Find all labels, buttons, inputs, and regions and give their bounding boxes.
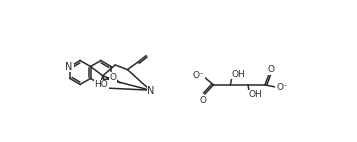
Text: OH: OH bbox=[232, 70, 246, 79]
Text: O: O bbox=[200, 96, 207, 105]
Text: O: O bbox=[110, 73, 117, 82]
Text: O⁻: O⁻ bbox=[192, 71, 204, 80]
Text: OH: OH bbox=[249, 90, 263, 99]
Text: O: O bbox=[268, 65, 275, 74]
Text: O⁻: O⁻ bbox=[276, 83, 288, 92]
Text: HO: HO bbox=[94, 81, 108, 89]
Text: N: N bbox=[65, 61, 73, 72]
Text: N: N bbox=[147, 86, 155, 96]
